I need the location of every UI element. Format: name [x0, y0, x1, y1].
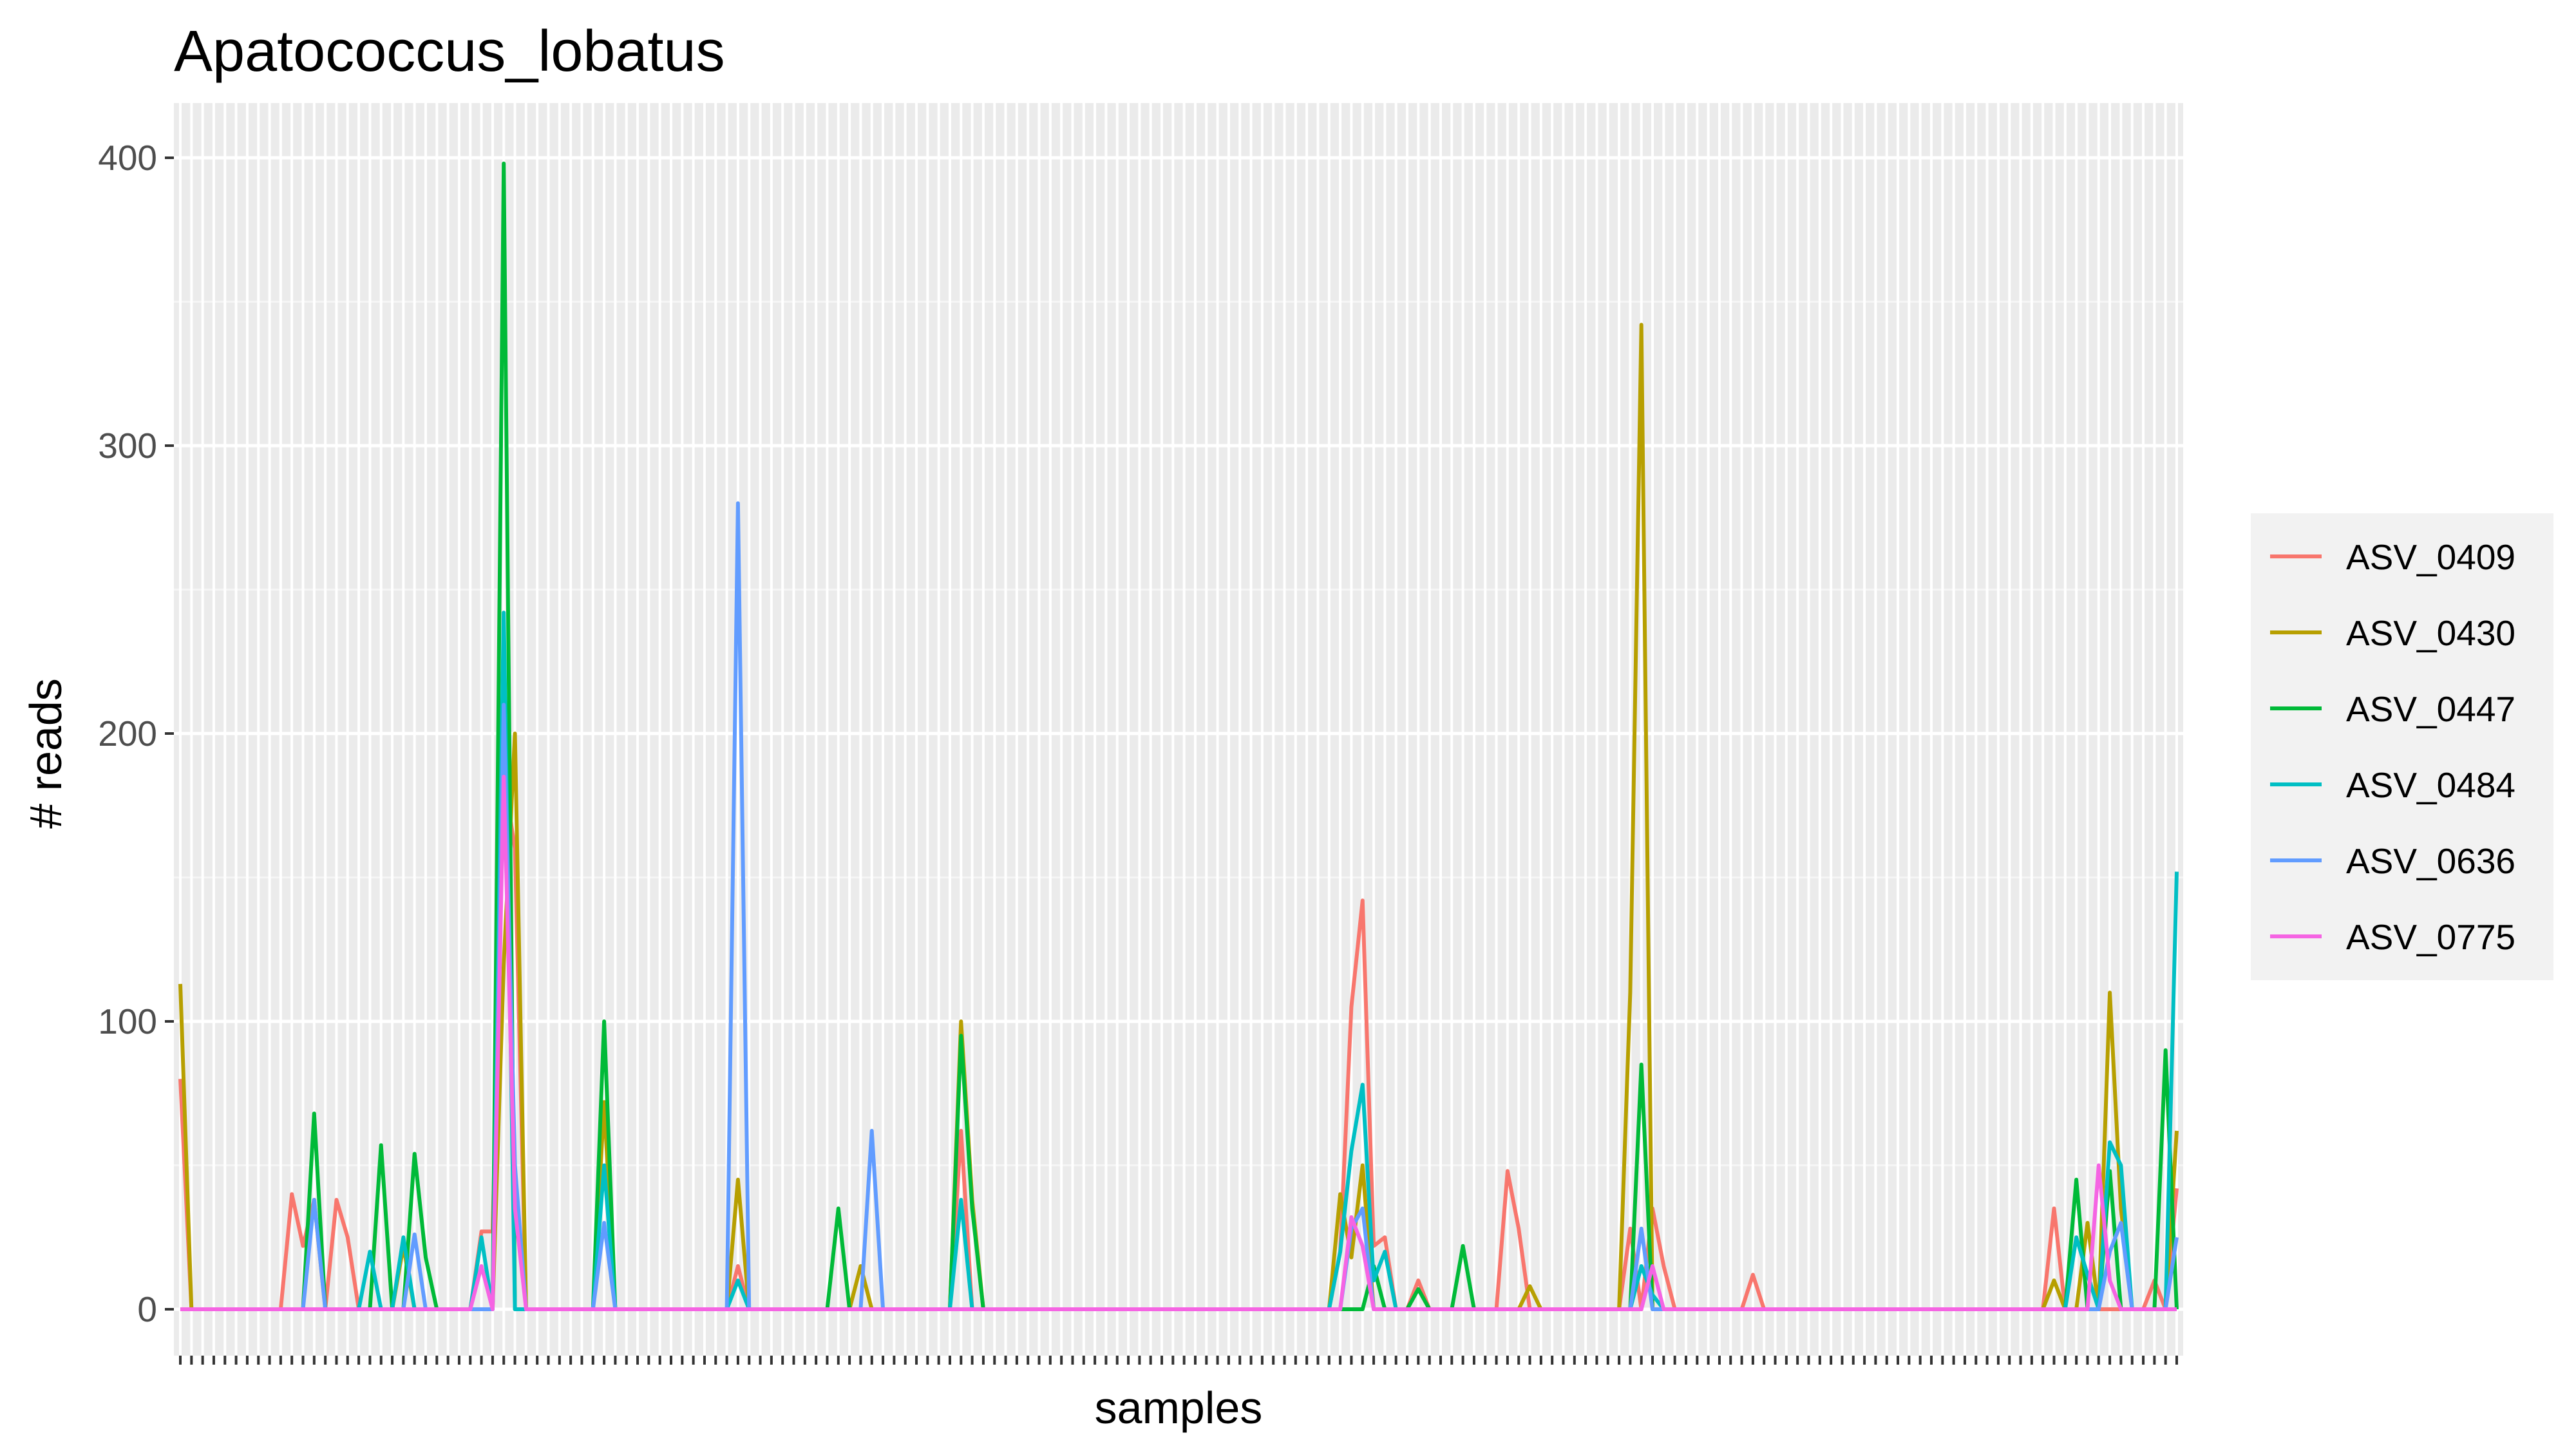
y-tick-label: 200	[98, 714, 157, 753]
plot-area	[174, 103, 2183, 1356]
y-tick-label: 400	[98, 138, 157, 178]
y-axis-title: # reads	[21, 678, 71, 828]
legend-label: ASV_0430	[2346, 613, 2515, 653]
y-tick-label: 300	[98, 426, 157, 466]
legend-background	[2251, 513, 2553, 980]
y-tick-label: 100	[98, 1001, 157, 1041]
legend-label: ASV_0409	[2346, 537, 2515, 577]
y-tick-label: 0	[137, 1289, 157, 1329]
legend-label: ASV_0636	[2346, 841, 2515, 881]
legend: ASV_0409 ASV_0430 ASV_0447 ASV_0484 ASV_0636…	[2251, 513, 2553, 980]
legend-label: ASV_0775	[2346, 917, 2515, 957]
legend-label: ASV_0484	[2346, 765, 2515, 805]
legend-label: ASV_0447	[2346, 689, 2515, 729]
y-axis: 0 100 200 300 400	[98, 138, 174, 1329]
plot-background	[174, 103, 2183, 1356]
chart-title: Apatococcus_lobatus	[174, 19, 725, 84]
x-axis	[179, 1356, 2178, 1365]
x-axis-title: samples	[1095, 1383, 1263, 1433]
series-line-asv-0775	[180, 775, 2177, 1311]
